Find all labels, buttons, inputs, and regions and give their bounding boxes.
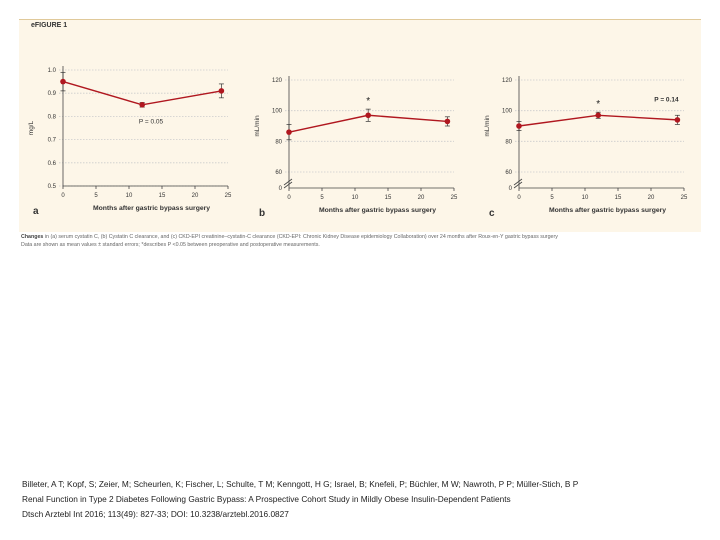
- x-tick-label: 5: [94, 193, 98, 199]
- x-axis-label: Months after gastric bypass surgery: [319, 207, 436, 214]
- y-tick-label: 0.7: [48, 138, 57, 144]
- data-point: [595, 112, 601, 119]
- y-tick-label: 100: [272, 109, 283, 115]
- y-tick-label: 80: [275, 139, 282, 145]
- figure-caption: Changes in (a) serum cystatin C, (b) Cys…: [21, 233, 701, 249]
- data-point: [139, 102, 145, 108]
- x-tick-label: 20: [648, 195, 655, 201]
- y-tick-label: 0.9: [48, 91, 57, 97]
- axis-break-mark: [283, 178, 293, 186]
- citation-authors: Billeter, A T; Kopf, S; Zeier, M; Scheur…: [22, 479, 579, 489]
- caption-text: in (a) serum cystatin C, (b) Cystatin C …: [43, 234, 558, 240]
- axis-break-mark: [513, 178, 523, 186]
- data-point: [674, 117, 681, 123]
- y-tick-label: 100: [502, 109, 513, 115]
- panel-letter: c: [489, 208, 495, 219]
- panel-letter: a: [33, 206, 39, 217]
- x-tick-label: 10: [582, 195, 589, 201]
- x-tick-label: 10: [126, 193, 133, 199]
- y-tick-label: 1.0: [48, 68, 57, 74]
- x-tick-label: 5: [550, 195, 554, 201]
- x-tick-label: 0: [517, 195, 521, 201]
- x-tick-label: 20: [418, 195, 425, 201]
- x-axis-label: Months after gastric bypass surgery: [93, 205, 210, 212]
- chart-panel-c: 60 80 100 120 00 5 10 15 20 25 mL/min Months after …: [484, 76, 688, 219]
- chart-panel-a: 0.5 0.6 0.7 0.8 0.9 1.0 0 5 10 15 20 25 mg/L Months a…: [28, 66, 232, 217]
- y-axis-label: mL/min: [254, 115, 261, 137]
- data-point: [444, 118, 451, 125]
- axis-break-mark: [513, 181, 523, 189]
- x-axis-label: Months after gastric bypass surgery: [549, 207, 666, 214]
- y-tick-label: 120: [502, 78, 513, 84]
- citation-title: Renal Function in Type 2 Diabetes Follow…: [22, 494, 511, 504]
- significance-star: *: [366, 96, 370, 107]
- citation-journal: Dtsch Arztebl Int 2016; 113(49): 827-33;…: [22, 509, 289, 519]
- data-point: [218, 88, 225, 94]
- x-tick-label: 5: [320, 195, 324, 201]
- y-axis-label: mL/min: [484, 115, 491, 137]
- data-point: [286, 129, 292, 135]
- y-tick-label: 0.6: [48, 161, 57, 167]
- caption-note: Data are shown as mean values ± standard…: [21, 242, 320, 248]
- x-tick-label: 25: [451, 195, 458, 201]
- charts-container: 0.5 0.6 0.7 0.8 0.9 1.0 0 5 10 15 20 25 mg/L Months a…: [19, 40, 701, 230]
- data-point: [365, 112, 371, 119]
- y-tick-label: 80: [505, 139, 512, 145]
- y-axis-label: mg/L: [28, 120, 35, 135]
- chart-panel-b: 60 80 100 120 00 5 10 15 20 25 mL/min Months after …: [254, 76, 458, 219]
- x-tick-label: 0: [61, 193, 65, 199]
- y-tick-label: 60: [505, 170, 512, 176]
- y-zero-label: 0: [279, 186, 283, 192]
- x-tick-label: 15: [385, 195, 392, 201]
- x-tick-label: 10: [352, 195, 359, 201]
- y-tick-label: 60: [275, 170, 282, 176]
- y-tick-label: 0.5: [48, 184, 57, 190]
- x-tick-label: 15: [159, 193, 166, 199]
- panel-letter: b: [259, 208, 265, 219]
- x-tick-label: 20: [192, 193, 199, 199]
- caption-lead: Changes: [21, 234, 44, 240]
- x-tick-label: 25: [681, 195, 688, 201]
- x-tick-label: 25: [225, 193, 232, 199]
- y-tick-label: 120: [272, 78, 283, 84]
- citation-block: Billeter, A T; Kopf, S; Zeier, M; Scheur…: [22, 477, 712, 522]
- significance-star: *: [596, 99, 600, 110]
- y-tick-label: 0.8: [48, 114, 57, 120]
- data-point: [516, 123, 522, 129]
- x-tick-label: 15: [615, 195, 622, 201]
- p-value-annotation: P = 0.14: [654, 96, 679, 103]
- p-value-annotation: P = 0.05: [139, 118, 164, 125]
- y-zero-label: 0: [509, 186, 513, 192]
- data-point: [60, 78, 66, 85]
- figure-label: eFIGURE 1: [31, 22, 68, 29]
- axis-break-mark: [283, 181, 293, 189]
- figure-panel: [19, 19, 701, 232]
- x-tick-label: 0: [287, 195, 291, 201]
